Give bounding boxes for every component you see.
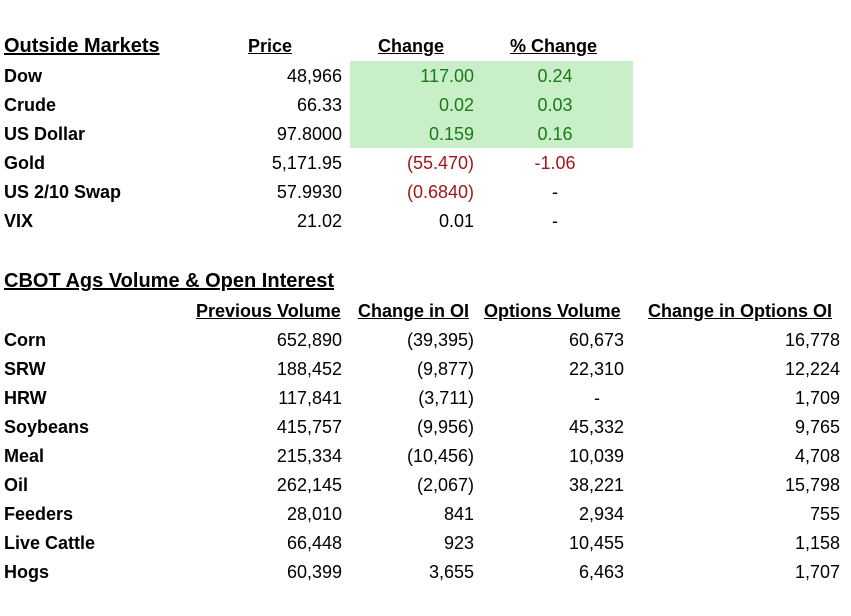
market-price: 5,171.95: [271, 153, 342, 173]
previous-volume: 60,399: [286, 562, 342, 582]
change-in-options-oi: 15,798: [784, 475, 840, 495]
change-in-options-oi: 1,158: [794, 533, 840, 553]
market-change: 117.00: [420, 66, 474, 86]
options-volume: 2,934: [578, 504, 624, 524]
change-in-options-oi: 1,709: [794, 388, 840, 408]
options-volume: 10,455: [568, 533, 624, 553]
market-price: 97.8000: [276, 124, 342, 144]
change-in-options-oi: 1,707: [794, 562, 840, 582]
options-volume: 38,221: [568, 475, 624, 495]
change-in-oi: 3,655: [428, 562, 474, 582]
change-in-options-oi: 16,778: [784, 330, 840, 350]
market-price: 48,966: [286, 66, 342, 86]
previous-volume: 28,010: [286, 504, 342, 524]
market-name: US Dollar: [4, 124, 86, 144]
change-in-options-oi: 12,224: [784, 359, 840, 379]
change-in-oi-header: Change in OI: [358, 301, 470, 321]
change-in-options-oi-header: Change in Options OI: [648, 301, 832, 321]
market-pct-change: -: [552, 182, 558, 202]
market-name: Crude: [4, 95, 57, 115]
market-pct-change: -1.06: [534, 153, 576, 173]
commodity-name: HRW: [4, 388, 47, 408]
commodity-name: Feeders: [4, 504, 74, 524]
market-price: 66.33: [296, 95, 342, 115]
change-in-oi: (39,395): [406, 330, 474, 350]
positive-change-highlight: [350, 61, 633, 148]
previous-volume: 66,448: [286, 533, 342, 553]
market-name: Dow: [4, 66, 42, 86]
options-volume: 60,673: [568, 330, 624, 350]
previous-volume: 215,334: [276, 446, 342, 466]
change-in-oi: (10,456): [406, 446, 474, 466]
market-change: 0.02: [438, 95, 474, 115]
commodity-name: Meal: [4, 446, 45, 466]
market-name: VIX: [4, 211, 34, 231]
change-in-options-oi: 4,708: [794, 446, 840, 466]
previous-volume-header: Previous Volume: [196, 301, 341, 321]
change-in-oi: 923: [443, 533, 474, 553]
change-in-oi: (9,877): [416, 359, 474, 379]
price-header: Price: [248, 36, 293, 56]
change-in-oi: (9,956): [416, 417, 474, 437]
market-price: 57.9930: [276, 182, 342, 202]
previous-volume: 415,757: [276, 417, 342, 437]
change-in-options-oi: 9,765: [794, 417, 840, 437]
commodity-name: Oil: [4, 475, 29, 495]
market-pct-change: -: [552, 211, 558, 231]
options-volume: 22,310: [568, 359, 624, 379]
change-header: Change: [378, 36, 445, 56]
previous-volume: 188,452: [276, 359, 342, 379]
commodity-name: Live Cattle: [4, 533, 96, 553]
options-volume: -: [594, 388, 600, 408]
market-change: (0.6840): [406, 182, 474, 202]
change-in-oi: (2,067): [416, 475, 474, 495]
options-volume-header: Options Volume: [484, 301, 621, 321]
commodity-name: SRW: [4, 359, 46, 379]
previous-volume: 652,890: [276, 330, 342, 350]
change-in-oi: (3,711): [418, 388, 474, 408]
pct-change-header: % Change: [510, 36, 598, 56]
options-volume: 10,039: [568, 446, 624, 466]
options-volume: 6,463: [578, 562, 624, 582]
market-price: 21.02: [296, 211, 342, 231]
market-change: 0.01: [438, 211, 474, 231]
options-volume: 45,332: [568, 417, 624, 437]
commodity-name: Corn: [4, 330, 46, 350]
market-pct-change: 0.16: [537, 124, 573, 144]
change-in-oi: 841: [443, 504, 474, 524]
commodity-name: Soybeans: [4, 417, 90, 437]
market-name: Gold: [4, 153, 45, 173]
cbot-title: CBOT Ags Volume & Open Interest: [4, 270, 335, 292]
market-pct-change: 0.03: [537, 95, 573, 115]
market-name: US 2/10 Swap: [4, 182, 122, 202]
change-in-options-oi: 755: [809, 504, 840, 524]
commodity-name: Hogs: [4, 562, 49, 582]
market-change: 0.159: [428, 124, 474, 144]
market-pct-change: 0.24: [537, 66, 573, 86]
previous-volume: 262,145: [276, 475, 342, 495]
market-change: (55.470): [406, 153, 474, 173]
outside-markets-title: Outside Markets: [4, 35, 160, 57]
previous-volume: 117,841: [278, 388, 342, 408]
